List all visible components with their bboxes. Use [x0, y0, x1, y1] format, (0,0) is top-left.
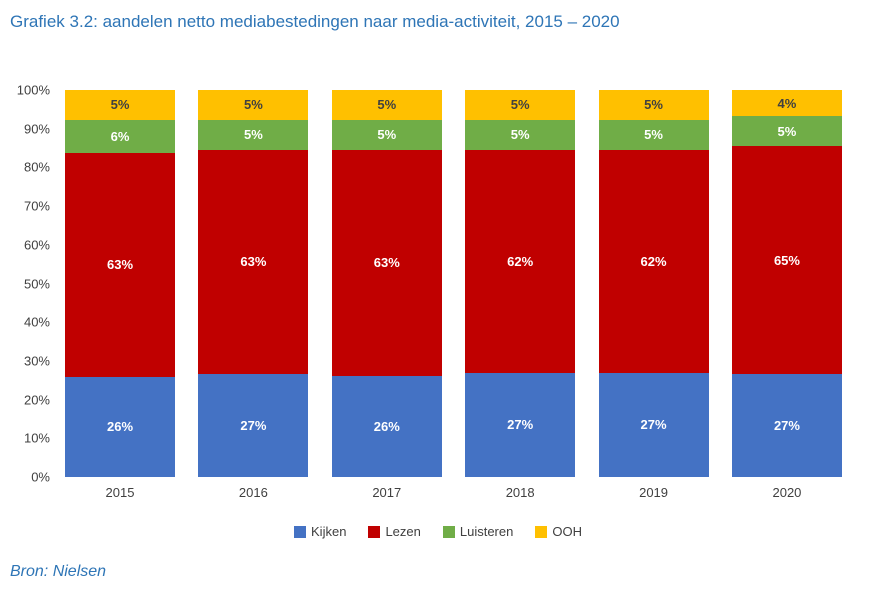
bar-segment-luisteren-2019: 5% [598, 119, 709, 150]
bar-segment-ooh-2016: 5% [198, 90, 309, 120]
legend-label: Luisteren [459, 524, 514, 539]
bar-segment-luisteren-2020: 5% [731, 116, 842, 146]
data-label: 5% [777, 123, 797, 139]
bar-2016: 5% 5% 63% 27% [198, 90, 309, 477]
legend-item-lezen: Lezen [368, 524, 421, 539]
y-tick-label: 30% [23, 353, 50, 369]
data-label: 5% [644, 127, 663, 143]
bar-2015: 5% 6% 63% 26% [65, 90, 175, 477]
data-label: 5% [510, 97, 530, 113]
x-tick-label: 2019 [639, 485, 669, 500]
bar-segment-luisteren-2018: 5% [465, 119, 576, 150]
bar-segment-lezen-2015: 63% [65, 152, 175, 377]
y-tick-label: 40% [23, 314, 50, 330]
data-label: 5% [644, 97, 663, 113]
data-label: 5% [377, 127, 397, 143]
data-label: 27% [507, 417, 534, 433]
legend-item-ooh: OOH [535, 524, 582, 539]
bar-segment-kijken-2018: 27% [465, 372, 576, 477]
data-label: 65% [773, 252, 800, 268]
legend-swatch-icon [368, 525, 381, 538]
data-label: 5% [377, 97, 397, 113]
y-tick-label: 60% [23, 237, 50, 253]
bar-segment-lezen-2017: 63% [331, 149, 442, 377]
legend-swatch-icon [294, 525, 307, 538]
x-tick-label: 2020 [772, 485, 802, 500]
bar-segment-kijken-2019: 27% [598, 372, 709, 477]
y-tick-label: 50% [23, 276, 50, 291]
data-label: 63% [106, 257, 134, 273]
bar-segment-lezen-2016: 63% [198, 149, 309, 374]
bar-segment-ooh-2019: 5% [598, 90, 709, 120]
bar-segment-kijken-2015: 26% [65, 376, 175, 477]
legend-label: Kijken [311, 524, 347, 539]
chart-title: Grafiek 3.2: aandelen netto mediabestedi… [10, 12, 620, 31]
legend-swatch-icon [442, 525, 455, 538]
y-tick-label: 80% [23, 159, 50, 175]
y-tick-label: 70% [23, 198, 50, 214]
y-tick-label: 90% [23, 121, 50, 137]
data-label: 62% [507, 253, 534, 269]
legend-label: Lezen [385, 524, 421, 539]
source-note: Bron: Nielsen [10, 563, 107, 580]
data-label: 5% [510, 127, 530, 143]
bar-segment-kijken-2017: 26% [331, 376, 442, 478]
bar-segment-lezen-2019: 62% [598, 149, 709, 373]
bar-2018: 5% 5% 62% 27% [465, 90, 576, 477]
data-label: 4% [777, 95, 797, 111]
x-axis: 2015 2016 2017 2018 2019 2020 [62, 477, 856, 500]
data-label: 63% [373, 255, 400, 271]
bar-segment-luisteren-2017: 5% [331, 119, 442, 150]
legend-label: OOH [552, 524, 582, 539]
stacked-bar-chart: 100% 90% 80% 70% 60% 50% 40% 30% 20% 10% 0% 5% 6% 63… [17, 83, 856, 500]
bar-segment-luisteren-2016: 5% [198, 119, 309, 150]
plot-area: 5% 6% 63% 26% 5% 5% 63% 27% 5% 5% 63% 26% 5% 5% 62% 27%… [62, 90, 856, 478]
bar-segment-ooh-2018: 5% [465, 90, 576, 120]
x-tick-label: 2016 [238, 485, 268, 500]
y-tick-label: 100% [16, 82, 50, 98]
data-label: 5% [243, 97, 263, 113]
data-label: 6% [110, 128, 130, 144]
data-label: 26% [106, 419, 134, 435]
y-tick-label: 0% [31, 469, 50, 485]
data-label: 26% [373, 419, 400, 435]
x-tick-label: 2017 [372, 485, 402, 500]
bar-2017: 5% 5% 63% 26% [331, 90, 442, 478]
x-tick-label: 2015 [105, 485, 135, 500]
y-tick-label: 10% [23, 430, 50, 446]
bar-segment-kijken-2016: 27% [198, 373, 309, 477]
bar-2020: 4% 5% 65% 27% [731, 90, 842, 477]
bar-segment-ooh-2017: 5% [331, 90, 442, 120]
bar-segment-lezen-2020: 65% [731, 145, 842, 375]
data-label: 62% [640, 253, 667, 269]
y-axis: 100% 90% 80% 70% 60% 50% 40% 30% 20% 10% 0% [0, 83, 50, 485]
data-label: 27% [640, 417, 667, 433]
bar-segment-luisteren-2015: 6% [65, 119, 175, 153]
data-label: 5% [110, 97, 130, 113]
legend-item-kijken: Kijken [294, 524, 346, 539]
x-tick-label: 2018 [505, 485, 535, 500]
legend-item-luisteren: Luisteren [442, 524, 514, 539]
bar-segment-ooh-2015: 5% [65, 90, 175, 120]
bar-segment-ooh-2020: 4% [731, 90, 842, 117]
y-tick-label: 20% [23, 392, 50, 408]
data-label: 63% [240, 254, 267, 270]
legend: Kijken Lezen Luisteren OOH [0, 524, 876, 539]
bar-2019: 5% 5% 62% 27% [598, 90, 709, 477]
data-label: 27% [773, 418, 800, 434]
legend-swatch-icon [535, 525, 548, 538]
data-label: 5% [243, 127, 263, 143]
bar-segment-kijken-2020: 27% [731, 374, 842, 477]
data-label: 27% [240, 417, 267, 433]
bar-segment-lezen-2018: 62% [465, 149, 576, 373]
